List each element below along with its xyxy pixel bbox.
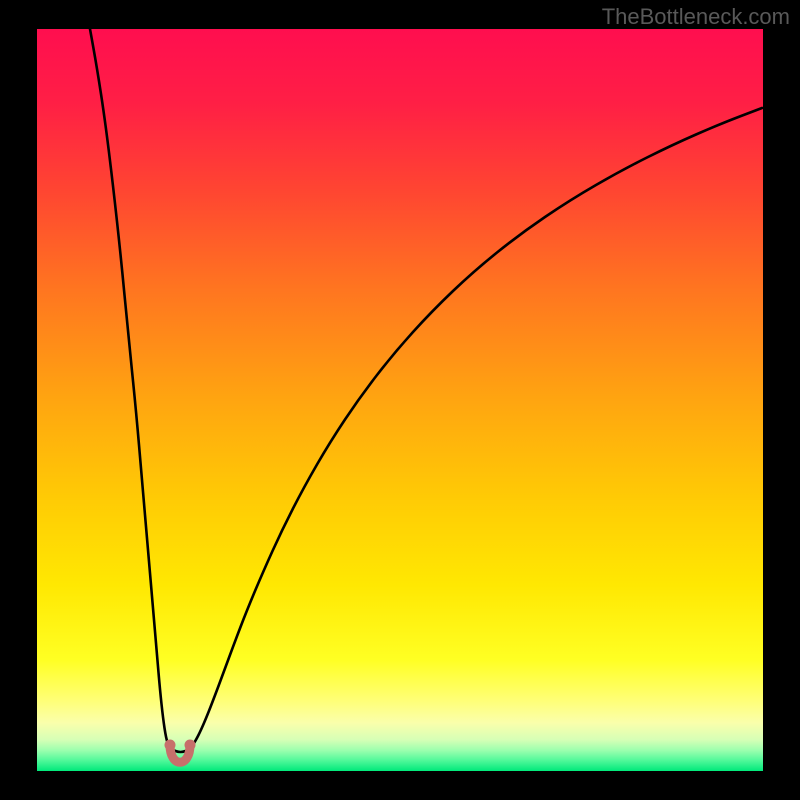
watermark-text: TheBottleneck.com <box>602 4 790 30</box>
chart-svg <box>0 0 800 800</box>
chart-container: TheBottleneck.com <box>0 0 800 800</box>
gradient-plot-area <box>37 29 763 771</box>
